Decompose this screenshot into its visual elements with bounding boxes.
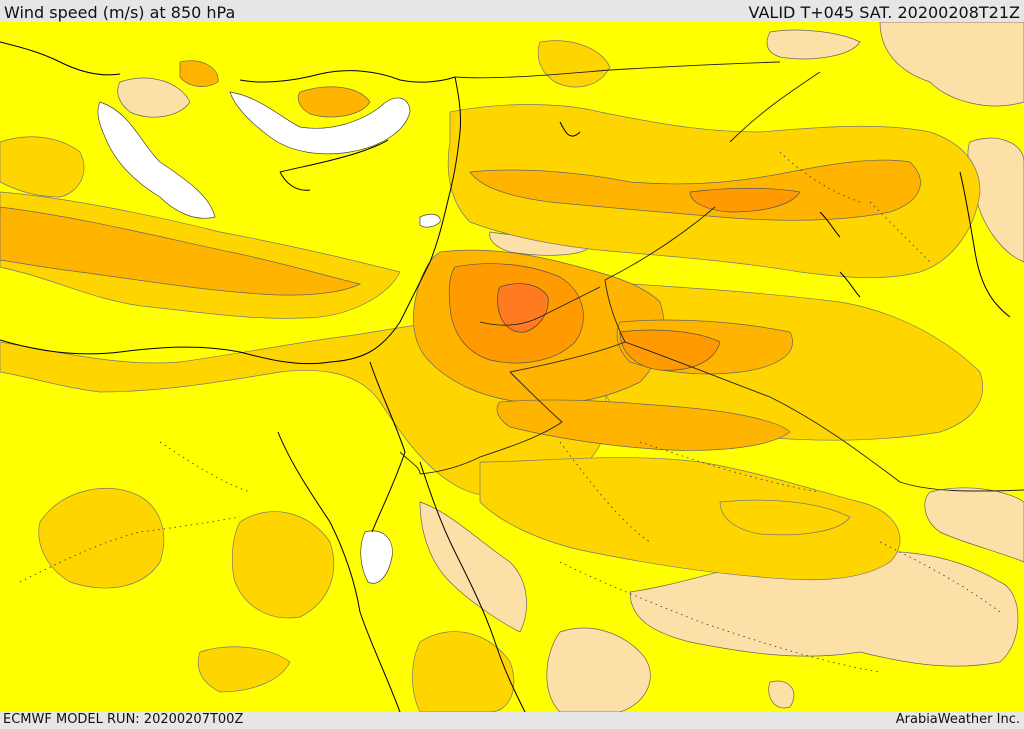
credit: ArabiaWeather Inc. <box>895 712 1020 727</box>
peak-wind-core <box>497 283 549 333</box>
internal-boundaries <box>19 151 1001 673</box>
valid-time: VALID T+045 SAT. 20200208T21Z <box>748 3 1020 22</box>
coastlines <box>0 41 1011 712</box>
calm-areas <box>97 91 441 584</box>
country-borders <box>399 61 1024 492</box>
model-run: ECMWF MODEL RUN: 20200207T00Z <box>3 712 244 727</box>
map-footer: ECMWF MODEL RUN: 20200207T00Z ArabiaWeat… <box>0 712 1024 729</box>
wind-speed-map <box>0 22 1024 712</box>
map-title: Wind speed (m/s) at 850 hPa <box>4 3 236 22</box>
map-header: Wind speed (m/s) at 850 hPa VALID T+045 … <box>0 0 1024 22</box>
low-wind-areas <box>117 22 1024 712</box>
